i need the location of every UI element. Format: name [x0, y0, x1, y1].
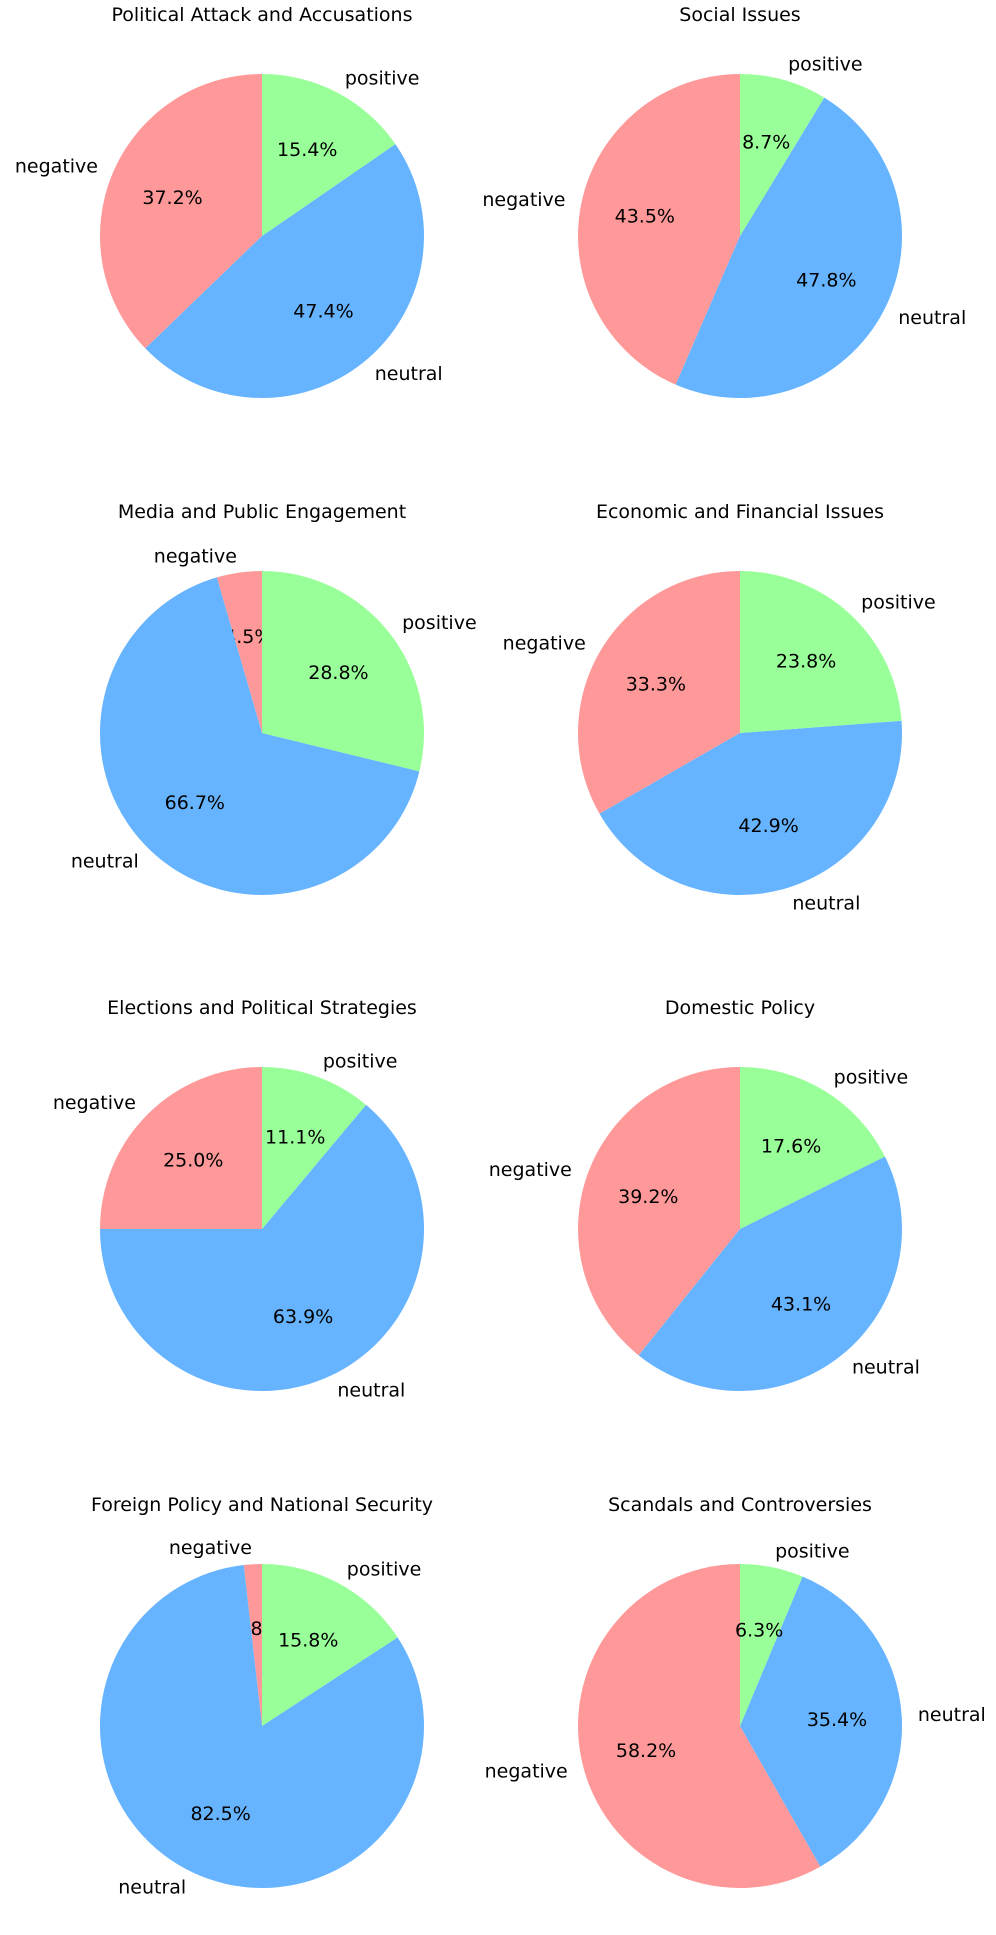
chart-title: Foreign Policy and National Security — [91, 1494, 433, 1516]
pie-slice-neutral — [599, 720, 902, 896]
slice-label: positive — [834, 1066, 909, 1088]
chart-title: Media and Public Engagement — [118, 501, 406, 523]
pie-slice-positive — [262, 571, 424, 772]
pie-slice-neutral — [99, 1565, 424, 1888]
pie-slice-positive — [262, 1067, 367, 1229]
slice-label: positive — [775, 1540, 850, 1562]
pie-slice-positive — [740, 1067, 885, 1229]
percent-label: 66.7% — [165, 792, 225, 814]
pie-slice-positive — [740, 571, 902, 733]
percent-label: 63.9% — [273, 1306, 333, 1328]
percent-label: 39.2% — [618, 1186, 678, 1208]
percent-label: 25.0% — [163, 1149, 223, 1171]
percent-label: 33.3% — [626, 673, 686, 695]
pie-slice-positive — [740, 1564, 803, 1726]
slice-label: neutral — [898, 307, 966, 329]
percent-label: 17.6% — [761, 1135, 821, 1157]
slice-label: negative — [489, 1159, 572, 1181]
pie-slice-negative — [100, 1067, 262, 1229]
pie-slice-neutral — [99, 577, 420, 895]
pie-slice-negative — [577, 571, 740, 814]
slice-label: negative — [154, 546, 237, 568]
slice-label: neutral — [792, 892, 860, 914]
percent-label: 6.3% — [735, 1620, 783, 1642]
pie-chart: Foreign Policy and National Security1.8%… — [91, 1494, 433, 1898]
percent-label: 35.4% — [807, 1709, 867, 1731]
chart-title: Elections and Political Strategies — [107, 997, 417, 1019]
percent-label: 11.1% — [265, 1127, 325, 1149]
percent-label: 4.5% — [224, 626, 272, 648]
slice-label: neutral — [375, 363, 443, 385]
slice-label: neutral — [71, 851, 139, 873]
pie-slice-neutral — [675, 97, 902, 398]
slice-label: negative — [169, 1537, 252, 1559]
slice-label: negative — [482, 189, 565, 211]
pie-chart: Elections and Political Strategies 25.0% n… — [53, 997, 425, 1401]
pie-chart: Media and Public Engagement 4.5% negative 6… — [71, 501, 477, 895]
slice-label: positive — [347, 1558, 422, 1580]
pie-slice-negative — [243, 1564, 262, 1726]
slice-label: neutral — [852, 1357, 920, 1379]
percent-label: 23.8% — [776, 651, 836, 673]
percent-label: 37.2% — [142, 187, 202, 209]
slice-label: negative — [485, 1761, 568, 1783]
pie-chart: Political Attack and Accusations 37.2% neg… — [15, 4, 443, 399]
pie-slice-negative — [578, 1564, 821, 1888]
chart-title: Domestic Policy — [665, 997, 815, 1019]
percent-label: 82.5% — [190, 1803, 250, 1825]
pie-slice-negative — [577, 1067, 740, 1356]
percent-label: 43.5% — [615, 205, 675, 227]
pie-chart: Economic and Financial Issues 33.3% negati… — [503, 501, 936, 914]
percent-label: 47.8% — [796, 270, 856, 292]
percent-label: 42.9% — [738, 815, 798, 837]
percent-label: 43.1% — [771, 1294, 831, 1316]
percent-label: 28.8% — [308, 662, 368, 684]
percent-label: 8.7% — [742, 131, 790, 153]
pie-slice-negative — [100, 74, 262, 349]
chart-title: Economic and Financial Issues — [596, 501, 884, 523]
slice-label: positive — [323, 1051, 398, 1073]
pie-chart: Domestic Policy 39.2% negative 43.1% neutral… — [489, 997, 920, 1391]
pie-chart: Scandals and Controversies 58.2% negative 3… — [485, 1494, 986, 1888]
pie-slice-neutral — [100, 1104, 425, 1391]
percent-label: 58.2% — [616, 1740, 676, 1762]
pie-slice-positive — [262, 74, 396, 236]
slice-label: positive — [345, 67, 420, 89]
slice-label: negative — [53, 1092, 136, 1114]
slice-label: positive — [402, 612, 477, 634]
pie-slice-negative — [216, 571, 262, 733]
slice-label: positive — [788, 53, 863, 75]
pie-chart: Social Issues 43.5% negative 47.8% neutral 8.… — [482, 4, 966, 398]
slice-label: neutral — [118, 1876, 186, 1898]
chart-title: Social Issues — [679, 4, 800, 26]
pie-slice-neutral — [740, 1576, 902, 1867]
slice-label: neutral — [918, 1704, 986, 1726]
slice-label: negative — [503, 633, 586, 655]
pie-slice-neutral — [638, 1156, 902, 1391]
pie-slice-positive — [740, 74, 825, 236]
pie-slice-negative — [578, 74, 740, 385]
percent-label: 47.4% — [293, 300, 353, 322]
slice-label: negative — [15, 155, 98, 177]
chart-title: Political Attack and Accusations — [111, 4, 412, 26]
slice-label: positive — [861, 591, 936, 613]
chart-title: Scandals and Controversies — [608, 1494, 872, 1516]
slice-label: neutral — [337, 1379, 405, 1401]
percent-label: 15.4% — [277, 139, 337, 161]
pie-slice-neutral — [145, 144, 425, 399]
percent-label: 15.8% — [278, 1630, 338, 1652]
pie-slice-positive — [262, 1564, 398, 1726]
